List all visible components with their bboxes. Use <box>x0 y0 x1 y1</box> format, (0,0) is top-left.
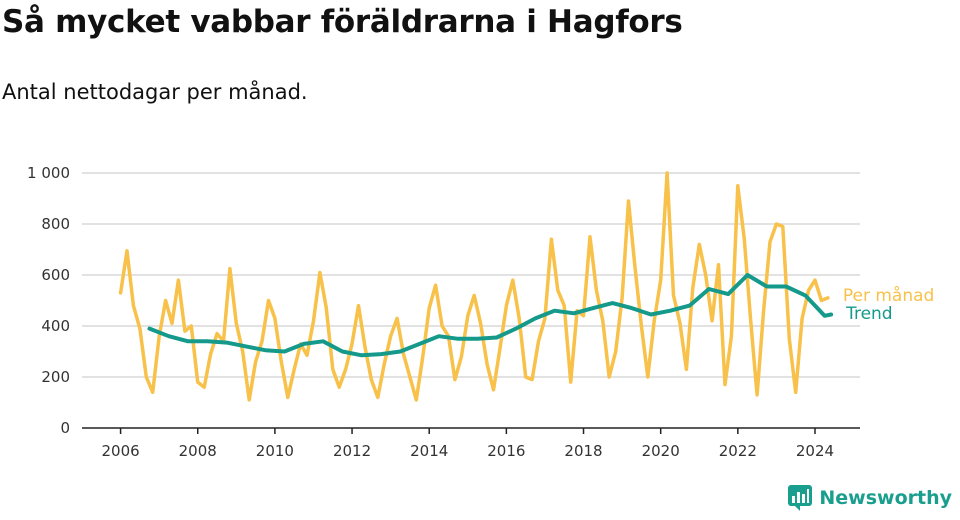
series-label-trend: Trend <box>845 304 893 324</box>
y-tick-label: 800 <box>41 215 70 233</box>
x-tick-label: 2020 <box>642 442 680 460</box>
series-label-per-manad: Per månad <box>843 285 934 306</box>
y-tick-label: 400 <box>41 317 70 335</box>
x-axis: 2006 2008 2010 2012 2014 2016 2018 2020 2022 2024 <box>82 427 860 460</box>
x-tick-label: 2024 <box>796 442 834 460</box>
x-tick-label: 2016 <box>487 442 525 460</box>
x-tick-label: 2008 <box>179 442 217 460</box>
series-line-trend <box>147 273 834 358</box>
y-tick-label: 200 <box>41 368 70 386</box>
series-line-per-manad <box>118 171 830 402</box>
newsworthy-logo-icon <box>788 485 813 511</box>
newsworthy-brand: Newsworthy <box>787 484 952 512</box>
x-tick-label: 2012 <box>333 442 371 460</box>
chart-subtitle: Antal nettodagar per månad. <box>2 80 308 104</box>
brand-name: Newsworthy <box>819 487 952 509</box>
y-gridlines <box>82 172 860 378</box>
x-tick-label: 2018 <box>564 442 602 460</box>
y-tick-label: 0 <box>60 419 70 437</box>
chart-title: Så mycket vabbar föräldrarna i Hagfors <box>2 4 683 40</box>
x-tick-label: 2010 <box>256 442 294 460</box>
chart-series <box>118 171 834 402</box>
y-tick-label: 600 <box>41 266 70 284</box>
y-axis-tick-labels: 0 200 400 600 800 1 000 <box>27 164 70 437</box>
x-tick-label: 2022 <box>719 442 757 460</box>
y-tick-label: 1 000 <box>27 164 70 182</box>
x-tick-label: 2014 <box>410 442 448 460</box>
x-tick-label: 2006 <box>101 442 139 460</box>
